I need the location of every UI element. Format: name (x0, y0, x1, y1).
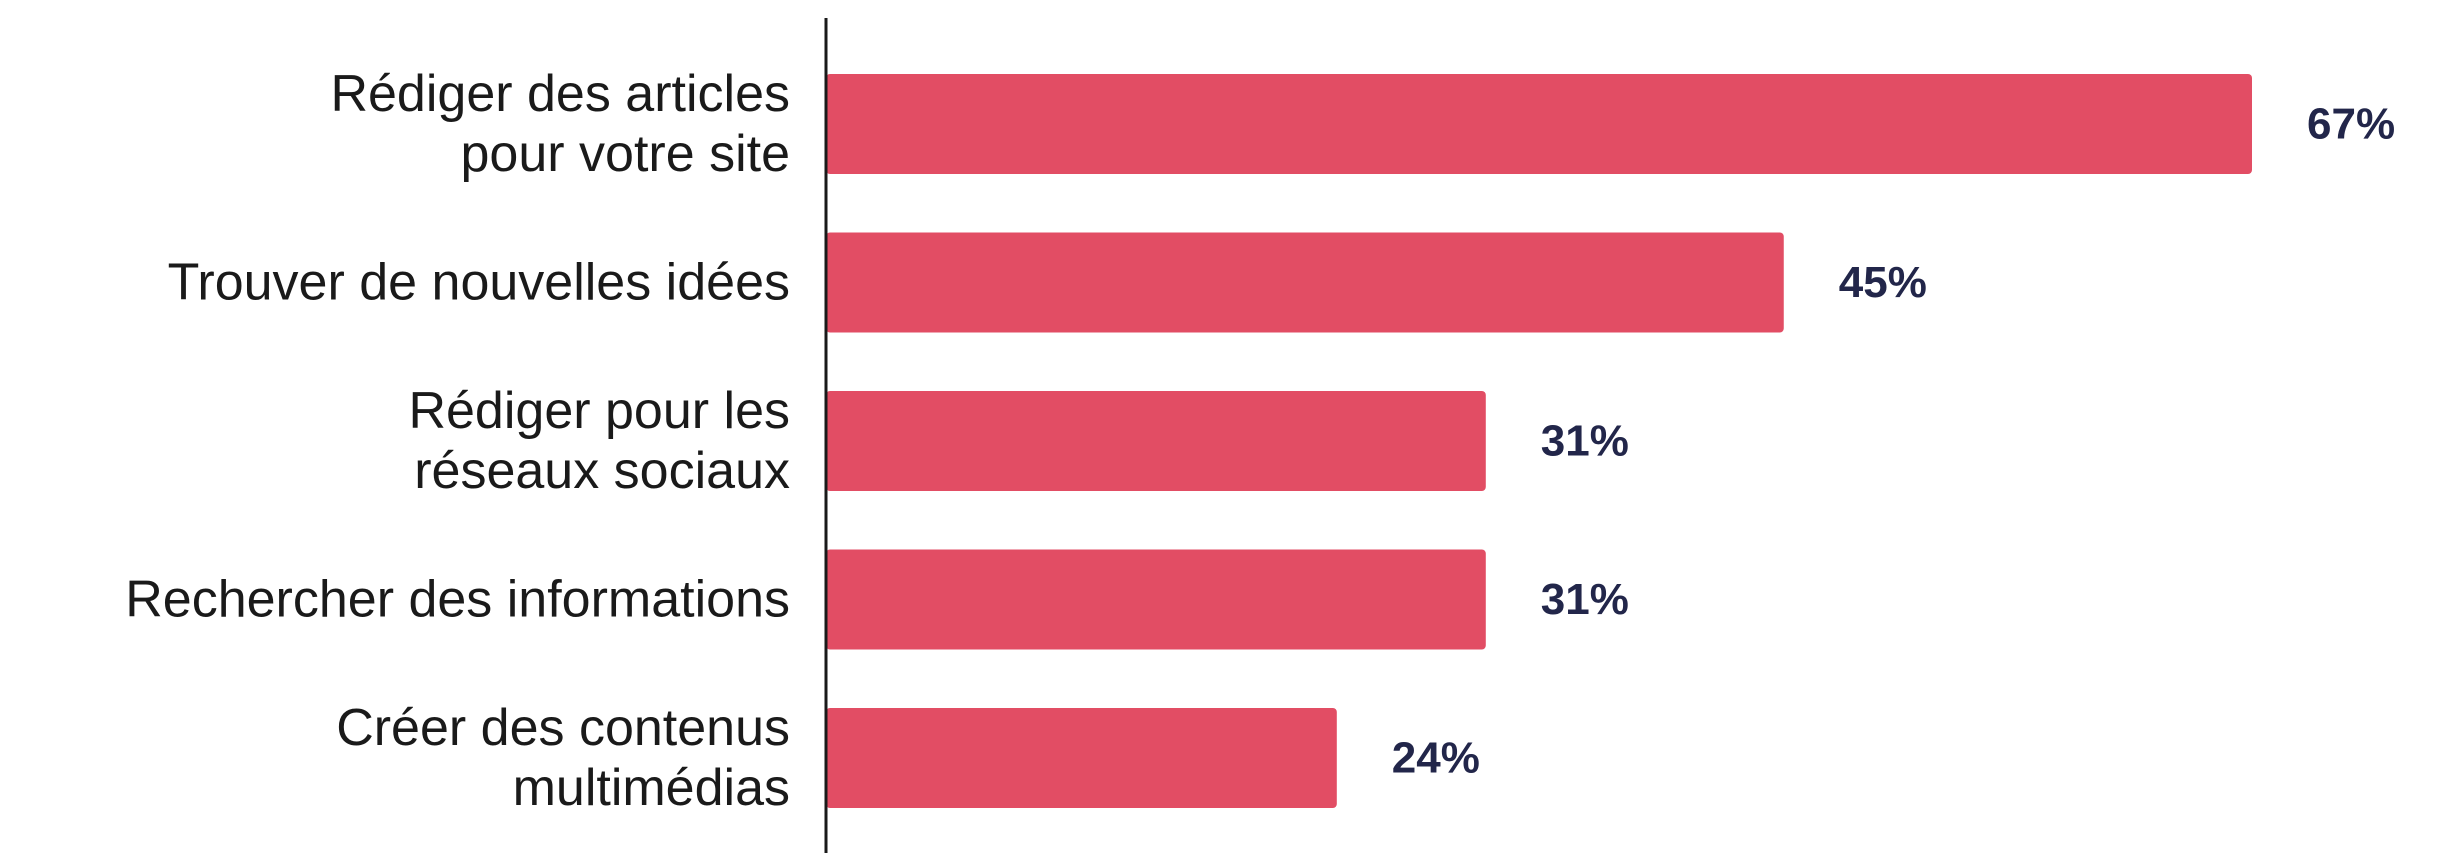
category-labels: Rédiger des articles pour votre site Trouv… (125, 65, 790, 817)
category-label-line: multimédias (513, 759, 790, 817)
value-label-5: 24% (1392, 734, 1480, 783)
bar-3 (826, 391, 1486, 491)
category-label-line: Trouver de nouvelles idées (168, 254, 790, 312)
category-label-2: Trouver de nouvelles idées (168, 254, 790, 312)
bar-5 (826, 708, 1337, 808)
category-label-3: Rédiger pour les réseaux sociaux (408, 382, 790, 500)
value-label-3: 31% (1541, 417, 1629, 466)
value-label-1: 67% (2307, 100, 2395, 149)
value-label-2: 45% (1839, 258, 1927, 307)
category-label-line: pour votre site (461, 125, 791, 183)
value-labels: 67% 45% 31% 31% 24% (1392, 100, 2395, 783)
category-label-line: réseaux sociaux (414, 442, 790, 500)
category-label-line: Rédiger des articles (330, 65, 790, 123)
value-label-4: 31% (1541, 575, 1629, 624)
category-label-line: Rédiger pour les (408, 382, 790, 440)
bar-1 (826, 74, 2252, 174)
category-label-5: Créer des contenus multimédias (336, 699, 790, 817)
bar-4 (826, 549, 1486, 650)
category-label-line: Rechercher des informations (125, 571, 790, 629)
category-label-line: Créer des contenus (336, 699, 790, 757)
category-label-1: Rédiger des articles pour votre site (330, 65, 790, 183)
bar-2 (826, 232, 1784, 333)
bars-layer (826, 74, 2252, 808)
category-label-4: Rechercher des informations (125, 571, 790, 629)
